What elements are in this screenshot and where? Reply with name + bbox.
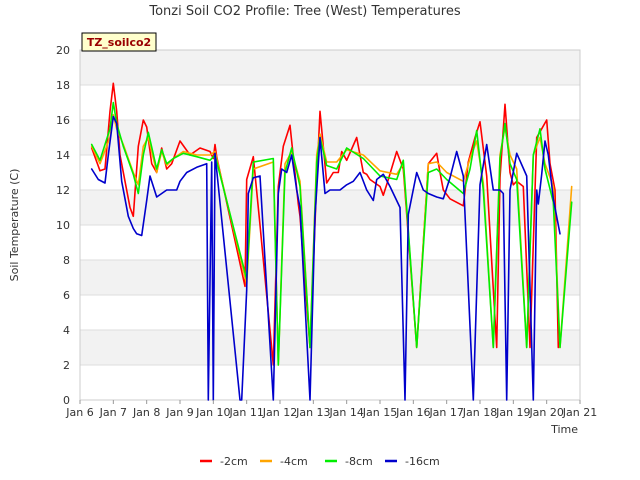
series-line-neg16cm	[90, 115, 561, 401]
x-tick-label: Jan 21	[562, 406, 597, 419]
x-tick-label: Jan 12	[262, 406, 297, 419]
x-tick-label: Jan 7	[99, 406, 127, 419]
y-tick-label: 12	[56, 184, 70, 197]
y-tick-label: 10	[56, 219, 70, 232]
x-tick-label: Jan 17	[428, 406, 463, 419]
x-tick-label: Jan 14	[328, 406, 363, 419]
x-tick-label: Jan 8	[132, 406, 160, 419]
plot-band	[80, 50, 580, 85]
plot-band	[80, 85, 580, 120]
y-tick-label: 8	[63, 254, 70, 267]
y-tick-label: 18	[56, 79, 70, 92]
site-badge-box	[81, 32, 157, 52]
legend-label: -8cm	[345, 455, 373, 468]
x-tick-label: Jan 9	[165, 406, 193, 419]
series-group	[90, 82, 573, 401]
y-tick-label: 0	[63, 394, 70, 407]
plot-area	[79, 49, 581, 401]
x-tick-label: Jan 6	[65, 406, 93, 419]
legend: -2cm -4cm -8cm -16cm	[200, 455, 440, 468]
y-tick-label: 14	[56, 149, 70, 162]
site-badge: TZ_soilco2	[81, 32, 157, 52]
x-tick-label: Jan 19	[495, 406, 530, 419]
x-tick-label: Jan 20	[528, 406, 563, 419]
series-line-neg2cm	[90, 82, 560, 366]
plot-band	[80, 120, 580, 155]
legend-label: -16cm	[405, 455, 440, 468]
legend-label: -4cm	[280, 455, 308, 468]
plot-band	[80, 190, 580, 225]
y-axis-label: Soil Temperature (C)	[8, 169, 21, 282]
x-tick-label: Jan 13	[295, 406, 330, 419]
y-tick-label: 20	[56, 44, 70, 57]
plot-band	[80, 365, 580, 400]
plot-band	[80, 155, 580, 190]
y-tick-label: 2	[63, 359, 70, 372]
site-badge-label: TZ_soilco2	[87, 36, 151, 49]
x-axis-label: Time	[550, 423, 578, 436]
y-axis-ticks: 0 2 4 6 8 10 12 14 16 18 20	[56, 44, 70, 407]
x-tick-label: Jan 10	[195, 406, 230, 419]
y-tick-label: 16	[56, 114, 70, 127]
x-tick-label: Jan 15	[362, 406, 397, 419]
x-tick-label: Jan 18	[462, 406, 497, 419]
y-tick-label: 4	[63, 324, 70, 337]
legend-label: -2cm	[220, 455, 248, 468]
x-tick-label: Jan 16	[395, 406, 430, 419]
y-tick-label: 6	[63, 289, 70, 302]
chart-title: Tonzi Soil CO2 Profile: Tree (West) Temp…	[148, 4, 461, 19]
x-tick-label: Jan 11	[228, 406, 263, 419]
